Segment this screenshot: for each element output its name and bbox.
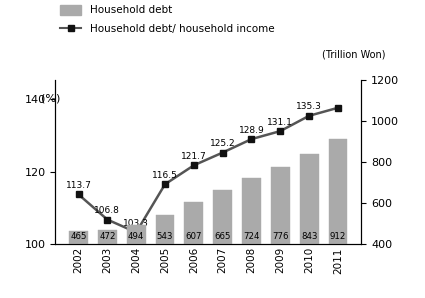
Bar (69, 231, 88, 298)
Text: 116.5: 116.5 (152, 171, 178, 180)
Text: 494: 494 (128, 232, 144, 241)
Text: 472: 472 (99, 232, 116, 241)
Text: 465: 465 (70, 232, 87, 241)
Text: 103.3: 103.3 (123, 219, 149, 228)
Text: 106.8: 106.8 (94, 206, 120, 215)
Bar (184, 202, 203, 298)
Text: 543: 543 (157, 232, 173, 241)
Bar (213, 190, 232, 298)
Text: 128.9: 128.9 (238, 126, 264, 135)
Text: (Trillion Won): (Trillion Won) (322, 49, 386, 59)
Text: 113.7: 113.7 (65, 181, 91, 190)
Text: 724: 724 (243, 232, 260, 241)
Bar (271, 167, 290, 298)
Text: 125.2: 125.2 (210, 139, 235, 148)
Text: (%): (%) (41, 93, 60, 103)
Bar (98, 229, 117, 298)
Bar (329, 139, 347, 298)
Bar (242, 178, 261, 298)
Text: 665: 665 (215, 232, 231, 241)
Text: 776: 776 (272, 232, 289, 241)
Text: 843: 843 (301, 232, 317, 241)
Text: 607: 607 (186, 232, 202, 241)
Text: 912: 912 (330, 232, 346, 241)
Bar (300, 153, 318, 298)
Legend: Household debt, Household debt/ household income: Household debt, Household debt/ househol… (60, 5, 274, 34)
Text: 131.1: 131.1 (267, 118, 293, 127)
Bar (127, 225, 145, 298)
Bar (156, 215, 174, 298)
Text: 121.7: 121.7 (181, 152, 207, 161)
Text: 135.3: 135.3 (296, 103, 322, 111)
